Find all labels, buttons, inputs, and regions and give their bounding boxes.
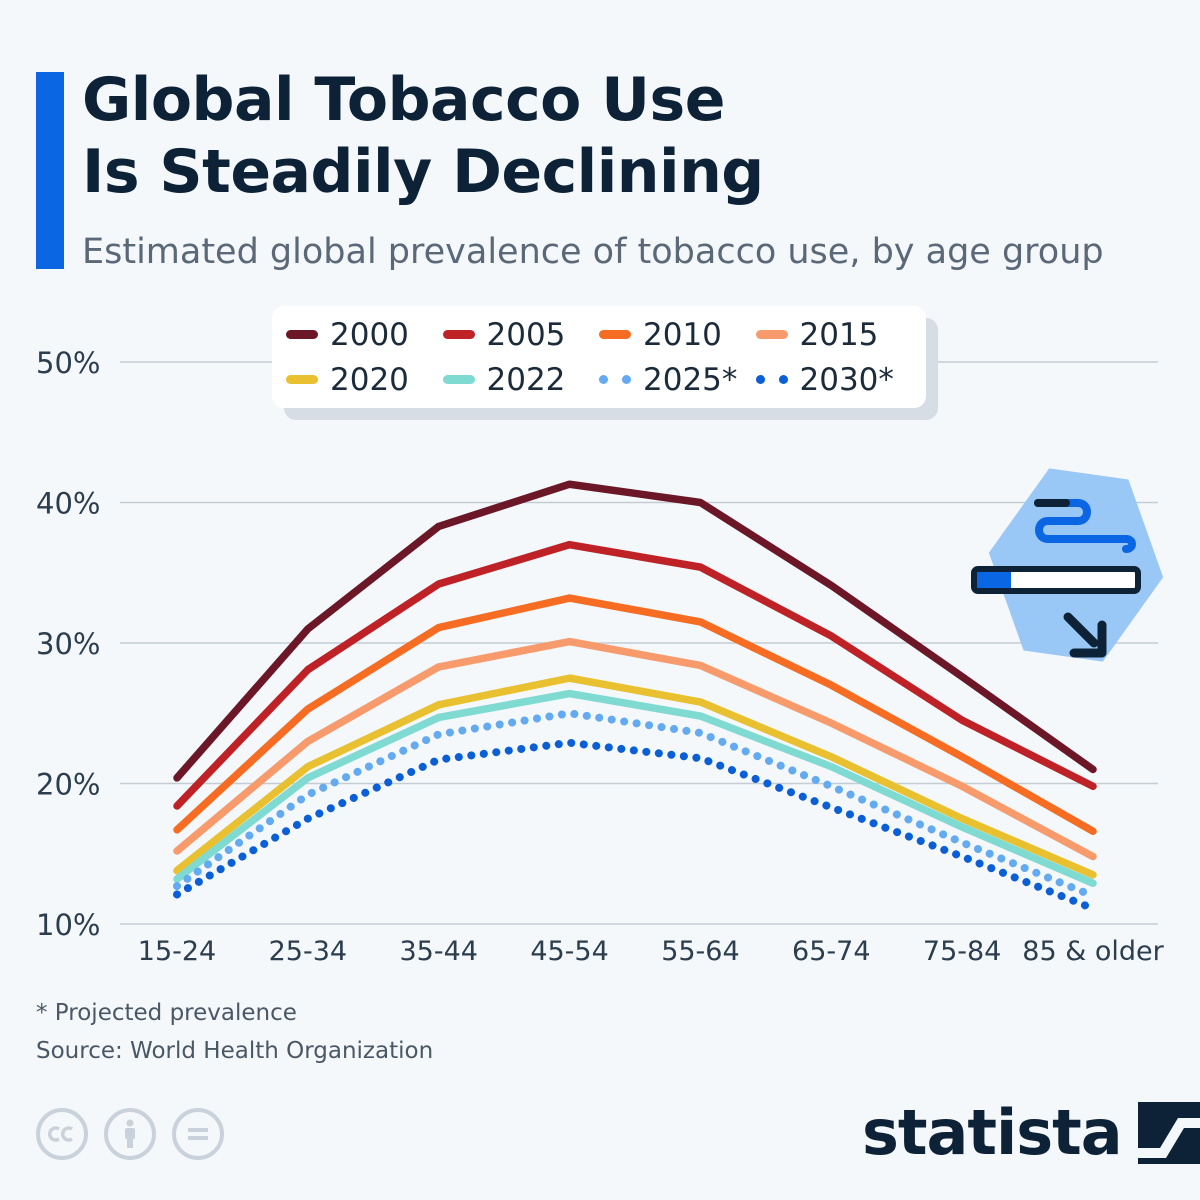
source-note: Source: World Health Organization bbox=[36, 1038, 434, 1064]
line-chart: 10% 20% 30% 40% 50% 15-24 25-34 35-44 45-54 55-6… bbox=[36, 346, 1165, 967]
series-lines bbox=[173, 480, 1097, 913]
cc-icon[interactable] bbox=[36, 1108, 88, 1160]
y-tick-label: 30% bbox=[36, 627, 100, 661]
series-line-2020 bbox=[173, 674, 1097, 879]
statista-logo[interactable]: statista bbox=[862, 1096, 1200, 1169]
legend-swatch bbox=[442, 330, 475, 339]
legend-item-2005: 2005 bbox=[442, 312, 600, 357]
legend-swatch bbox=[286, 330, 318, 339]
legend-item-2020: 2020 bbox=[286, 357, 443, 402]
x-tick-label: 15-24 bbox=[138, 936, 216, 967]
legend-swatch bbox=[755, 375, 788, 384]
series-line-2025 bbox=[173, 709, 1097, 900]
series-line-2005 bbox=[173, 540, 1097, 810]
series-line-2022 bbox=[173, 689, 1097, 888]
legend-swatch bbox=[599, 375, 631, 384]
x-tick-label: 55-64 bbox=[661, 936, 739, 967]
legend-label: 2000 bbox=[330, 316, 409, 353]
x-tick-label: 45-54 bbox=[530, 936, 608, 967]
legend-swatch bbox=[286, 375, 318, 384]
legend-label: 2005 bbox=[486, 316, 566, 353]
chart-legend: 2000 2005 2010 2015 2020 2022 2025* 2030… bbox=[272, 306, 926, 408]
legend-item-2025: 2025* bbox=[599, 357, 756, 402]
series-line-2000 bbox=[173, 480, 1097, 782]
legend-item-2022: 2022 bbox=[442, 357, 600, 402]
statista-logo-mark-icon bbox=[1137, 1101, 1200, 1164]
legend-item-2000: 2000 bbox=[286, 312, 443, 357]
title-line-1: Global Tobacco Use bbox=[82, 65, 725, 135]
title-line-2: Is Steadily Declining bbox=[82, 137, 764, 207]
y-axis-ticks: 10% 20% 30% 40% 50% bbox=[36, 346, 100, 942]
y-tick-label: 20% bbox=[36, 768, 100, 802]
y-tick-label: 10% bbox=[36, 908, 100, 942]
chart-subtitle: Estimated global prevalence of tobacco u… bbox=[82, 232, 1104, 272]
legend-swatch bbox=[755, 330, 788, 339]
license-icons bbox=[36, 1108, 224, 1160]
cigarette-smoke-declining-icon bbox=[971, 468, 1164, 662]
legend-item-2010: 2010 bbox=[599, 312, 756, 357]
x-tick-label: 35-44 bbox=[399, 936, 477, 967]
series-line-2010 bbox=[173, 594, 1097, 836]
legend-item-2030: 2030* bbox=[755, 357, 913, 402]
page-title: Global Tobacco Use Is Steadily Declining bbox=[82, 64, 764, 208]
legend-label: 2025* bbox=[643, 361, 738, 398]
nd-icon[interactable] bbox=[172, 1108, 224, 1160]
legend-swatch bbox=[442, 375, 475, 384]
legend-label: 2022 bbox=[486, 361, 566, 398]
legend-swatch bbox=[599, 330, 631, 339]
by-icon[interactable] bbox=[104, 1108, 156, 1160]
legend-label: 2020 bbox=[330, 361, 409, 398]
series-line-2015 bbox=[173, 637, 1097, 861]
legend-item-2015: 2015 bbox=[755, 312, 913, 357]
x-tick-label: 75-84 bbox=[923, 936, 1001, 967]
legend-label: 2010 bbox=[643, 316, 722, 353]
brand-name: statista bbox=[862, 1096, 1123, 1169]
x-tick-label: 25-34 bbox=[269, 936, 347, 967]
legend-label: 2030* bbox=[799, 361, 894, 398]
footnote: * Projected prevalence bbox=[36, 1000, 297, 1026]
x-tick-label: 65-74 bbox=[792, 936, 870, 967]
series-line-2030 bbox=[173, 738, 1097, 913]
title-accent-bar bbox=[36, 72, 64, 269]
x-tick-label: 85 & older bbox=[1022, 936, 1164, 967]
y-tick-label: 50% bbox=[36, 346, 100, 380]
x-axis-ticks: 15-24 25-34 35-44 45-54 55-64 65-74 75-84 85 & … bbox=[138, 936, 1165, 967]
y-tick-label: 40% bbox=[36, 487, 100, 521]
legend-label: 2015 bbox=[799, 316, 879, 353]
